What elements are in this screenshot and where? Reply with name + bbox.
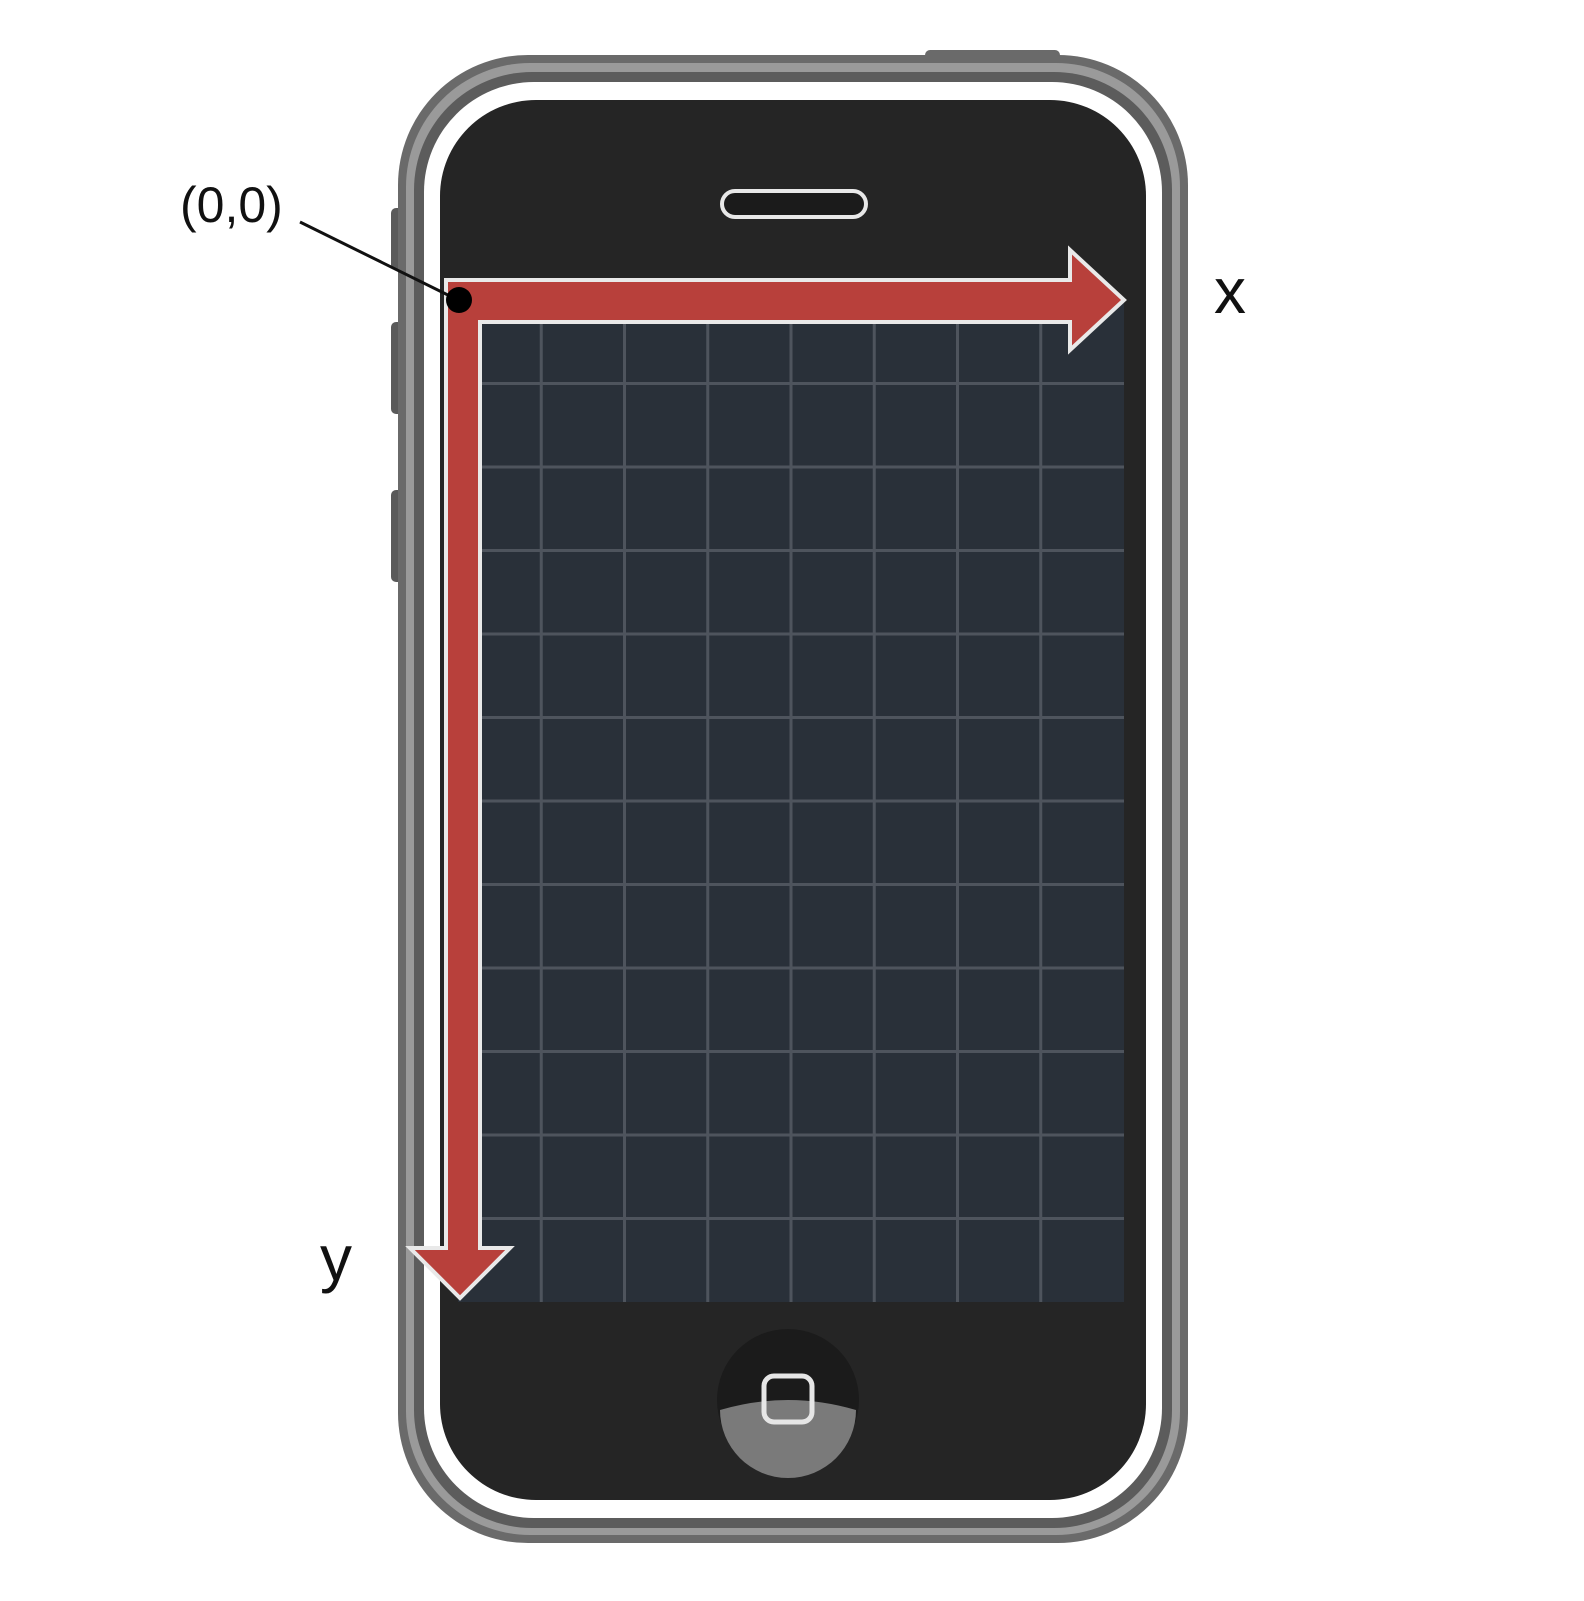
axes: [405, 245, 1127, 1301]
origin-marker: [299, 220, 472, 313]
home-button-icon: [717, 1329, 859, 1478]
home-button-square: [761, 1373, 815, 1425]
screen-grid: [458, 300, 1124, 1302]
screen: [458, 300, 1124, 1302]
x-axis-label: x: [1214, 255, 1246, 327]
x-axis-arrow: [405, 245, 1127, 1301]
y-axis-label: y: [320, 1222, 352, 1294]
origin-leader-line: [299, 220, 459, 302]
origin-label: (0,0): [180, 177, 283, 233]
home-button-highlight: [720, 1400, 856, 1478]
origin-dot: [446, 287, 472, 313]
speaker-grille-icon: [720, 189, 868, 219]
